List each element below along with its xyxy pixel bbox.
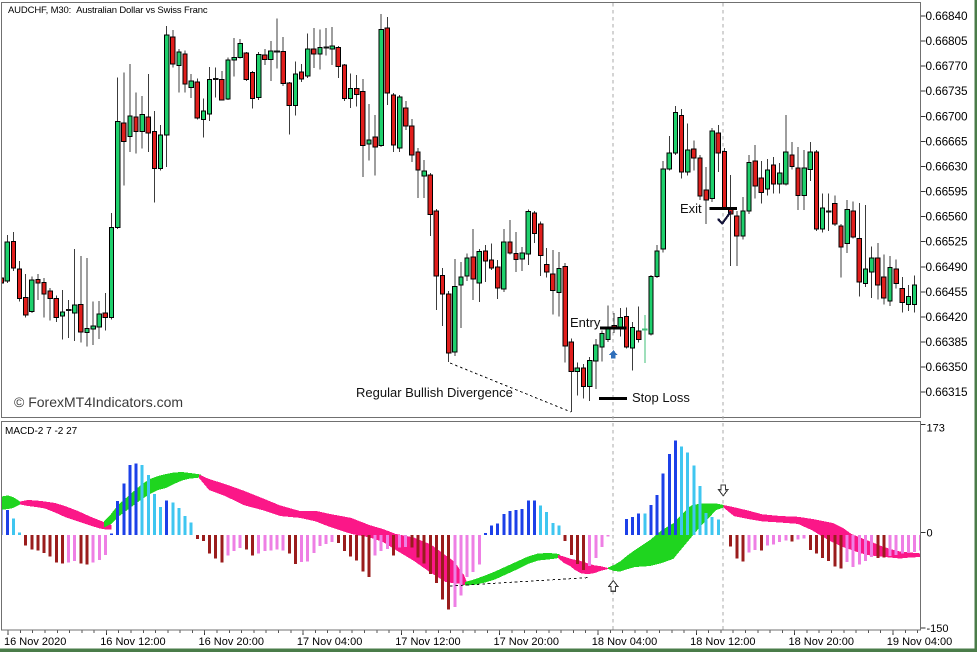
- svg-text:17 Nov 20:00: 17 Nov 20:00: [494, 636, 559, 648]
- svg-text:Stop Loss: Stop Loss: [632, 390, 690, 405]
- svg-text:0.66350: 0.66350: [926, 360, 968, 374]
- svg-text:0.66770: 0.66770: [926, 59, 968, 73]
- svg-text:Exit: Exit: [680, 201, 702, 216]
- svg-text:17 Nov 04:00: 17 Nov 04:00: [297, 636, 362, 648]
- svg-text:0.66595: 0.66595: [926, 185, 968, 199]
- svg-text:AUDCHF, M30: Australian Dolla: AUDCHF, M30: Australian Dollar vs Swiss …: [8, 5, 208, 16]
- svg-text:0.66385: 0.66385: [926, 335, 968, 349]
- svg-text:0.66735: 0.66735: [926, 84, 968, 98]
- svg-text:173: 173: [927, 423, 945, 435]
- svg-text:0.66420: 0.66420: [926, 310, 968, 324]
- svg-text:16 Nov 12:00: 16 Nov 12:00: [100, 636, 165, 648]
- svg-text:0.66630: 0.66630: [926, 160, 968, 174]
- svg-text:0.66315: 0.66315: [926, 385, 968, 399]
- svg-text:0.66560: 0.66560: [926, 210, 968, 224]
- svg-text:0.66700: 0.66700: [926, 109, 968, 123]
- svg-text:-150: -150: [927, 623, 949, 635]
- svg-text:0.66665: 0.66665: [926, 134, 968, 148]
- svg-text:0.66840: 0.66840: [926, 9, 968, 23]
- svg-text:18 Nov 20:00: 18 Nov 20:00: [789, 636, 854, 648]
- svg-text:© ForexMT4Indicators.com: © ForexMT4Indicators.com: [14, 394, 183, 410]
- svg-text:Entry: Entry: [570, 315, 601, 330]
- svg-text:18 Nov 04:00: 18 Nov 04:00: [592, 636, 657, 648]
- svg-text:16 Nov 2020: 16 Nov 2020: [4, 636, 66, 648]
- svg-text:MACD-2 7 -2 27: MACD-2 7 -2 27: [5, 426, 78, 437]
- svg-text:0.66455: 0.66455: [926, 285, 968, 299]
- svg-text:0.66490: 0.66490: [926, 260, 968, 274]
- svg-text:Regular Bullish Divergence: Regular Bullish Divergence: [356, 385, 513, 400]
- svg-text:17 Nov 12:00: 17 Nov 12:00: [395, 636, 460, 648]
- svg-text:0.66525: 0.66525: [926, 235, 968, 249]
- svg-text:0: 0: [927, 527, 933, 539]
- svg-text:18 Nov 12:00: 18 Nov 12:00: [690, 636, 755, 648]
- svg-text:16 Nov 20:00: 16 Nov 20:00: [199, 636, 264, 648]
- svg-text:19 Nov 04:00: 19 Nov 04:00: [887, 636, 952, 648]
- svg-text:0.66805: 0.66805: [926, 34, 968, 48]
